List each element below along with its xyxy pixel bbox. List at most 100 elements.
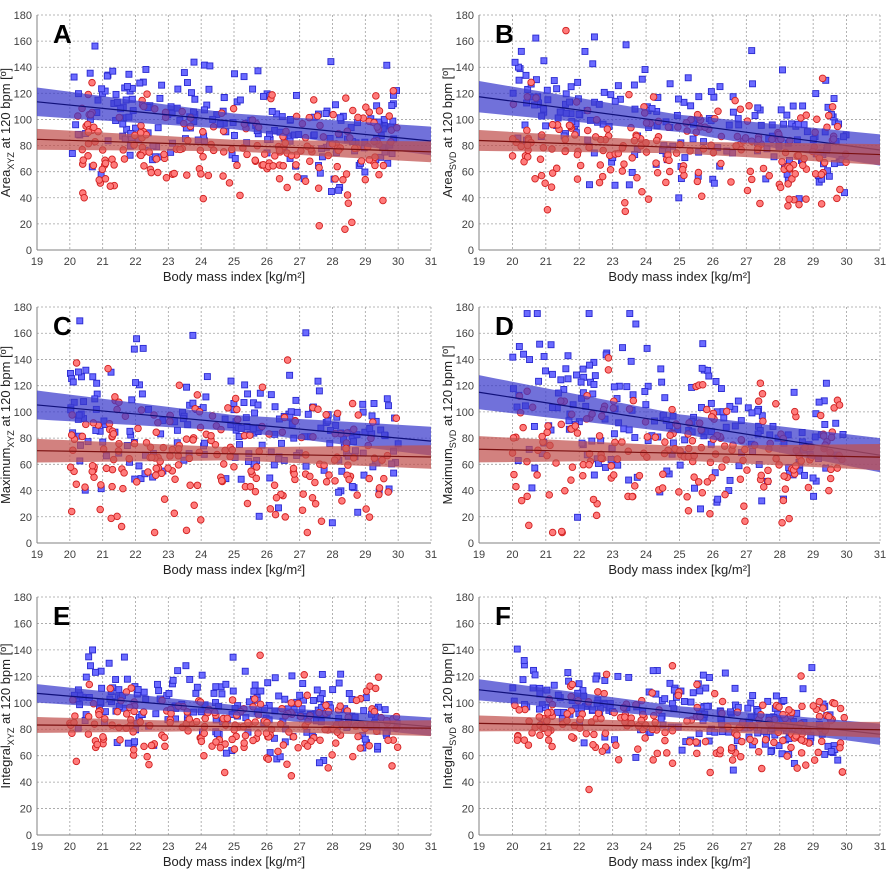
data-point-red [785,164,794,172]
x-tick-label: 26 [261,549,273,561]
data-point-blue [206,62,214,70]
data-point-blue [623,383,631,391]
x-tick-label: 19 [473,256,485,268]
data-point-blue [589,60,597,68]
y-label-sub: XYZ [6,152,16,170]
data-point-blue [641,388,649,395]
panel-c: 19 20 21 22 23 24 25 26 27 28 29 30 31 0 20 40 60 80 100 12… [0,302,437,577]
y-tick-label: 120 [14,381,32,393]
x-tick-label: 25 [228,841,240,853]
data-point-red [722,407,731,416]
y-tick-label: 140 [14,354,32,366]
x-tick-label: 25 [673,549,685,561]
data-point-blue [123,125,131,133]
data-point-red [374,673,383,681]
data-point-red [233,405,241,414]
data-point-red [137,151,145,160]
panel-label: F [495,601,511,631]
data-point-red [336,702,344,710]
x-axis-label: Body mass index [kg/m²] [608,269,750,284]
data-point-red [819,704,827,712]
data-point-blue [579,365,587,373]
y-tick-label: 40 [462,193,474,205]
y-tick-label: 100 [456,698,474,710]
x-tick-label: 21 [540,841,552,853]
x-tick-label: 27 [294,549,306,561]
data-point-blue [657,365,665,373]
x-tick-label: 29 [359,256,371,268]
data-point-red [609,471,618,479]
data-point-red [836,185,844,194]
y-label-main: Area [440,169,455,197]
data-point-red [527,78,535,87]
data-point-red [634,745,642,753]
data-point-red [275,174,284,183]
data-point-red [684,507,693,515]
data-point-red [795,200,803,209]
y-axis-label: IntegralXYZ at 120 bpm [º] [0,643,16,788]
data-point-red [384,736,392,744]
regression-line-red [36,138,432,153]
data-point-red [824,111,833,120]
data-point-blue [241,667,249,675]
data-point-blue [260,92,267,100]
data-point-red [718,697,727,706]
data-point-blue [313,686,321,694]
data-point-red [728,756,737,764]
data-point-blue [287,408,295,416]
data-point-red [517,496,526,505]
x-tick-label: 30 [392,256,404,268]
data-point-red [698,381,707,389]
data-point-blue [302,462,310,470]
data-point-blue [749,692,757,699]
data-point-red [258,383,267,391]
data-point-red [772,400,780,408]
data-point-red [602,670,611,679]
data-point-blue [268,107,276,115]
data-point-red [228,735,236,744]
data-point-blue [125,70,133,78]
data-point-blue [112,90,120,98]
data-point-red [592,511,601,520]
data-point-red [140,742,148,751]
data-point-red [293,173,302,181]
data-point-red [678,165,687,174]
data-point-red [300,671,308,679]
y-tick-label: 160 [456,36,474,48]
data-point-blue [822,379,830,387]
data-point-blue [687,102,695,110]
data-point-red [692,738,700,746]
data-point-blue [249,85,257,93]
data-point-blue [542,122,550,130]
data-point-red [281,513,290,521]
data-point-red [674,691,683,700]
data-point-red [779,496,788,505]
x-tick-label: 27 [740,549,752,561]
y-tick-label: 100 [456,407,474,419]
data-point-red [631,482,639,490]
data-point-blue [296,691,304,699]
data-point-red [104,364,112,373]
data-point-red [313,112,322,120]
data-point-red [765,171,773,180]
data-point-blue [711,469,719,477]
regression-line-red [36,724,432,729]
data-point-blue [729,108,737,116]
data-point-red [804,483,813,492]
x-tick-label: 24 [195,256,207,268]
data-point-blue [714,495,722,503]
data-point-red [802,761,810,769]
data-point-blue [136,79,144,87]
data-point-blue [748,409,756,417]
data-point-red [143,752,151,761]
x-tick-label: 22 [573,841,585,853]
y-label-sub: XYZ [6,727,16,745]
data-point-red [150,528,159,537]
data-point-blue [573,371,580,379]
data-point-red [698,488,707,497]
x-tick-label: 25 [228,256,240,268]
data-point-red [356,744,365,752]
data-point-blue [138,390,146,398]
y-label-suffix: at 120 bpm [º] [0,346,13,430]
data-point-blue [564,352,572,360]
